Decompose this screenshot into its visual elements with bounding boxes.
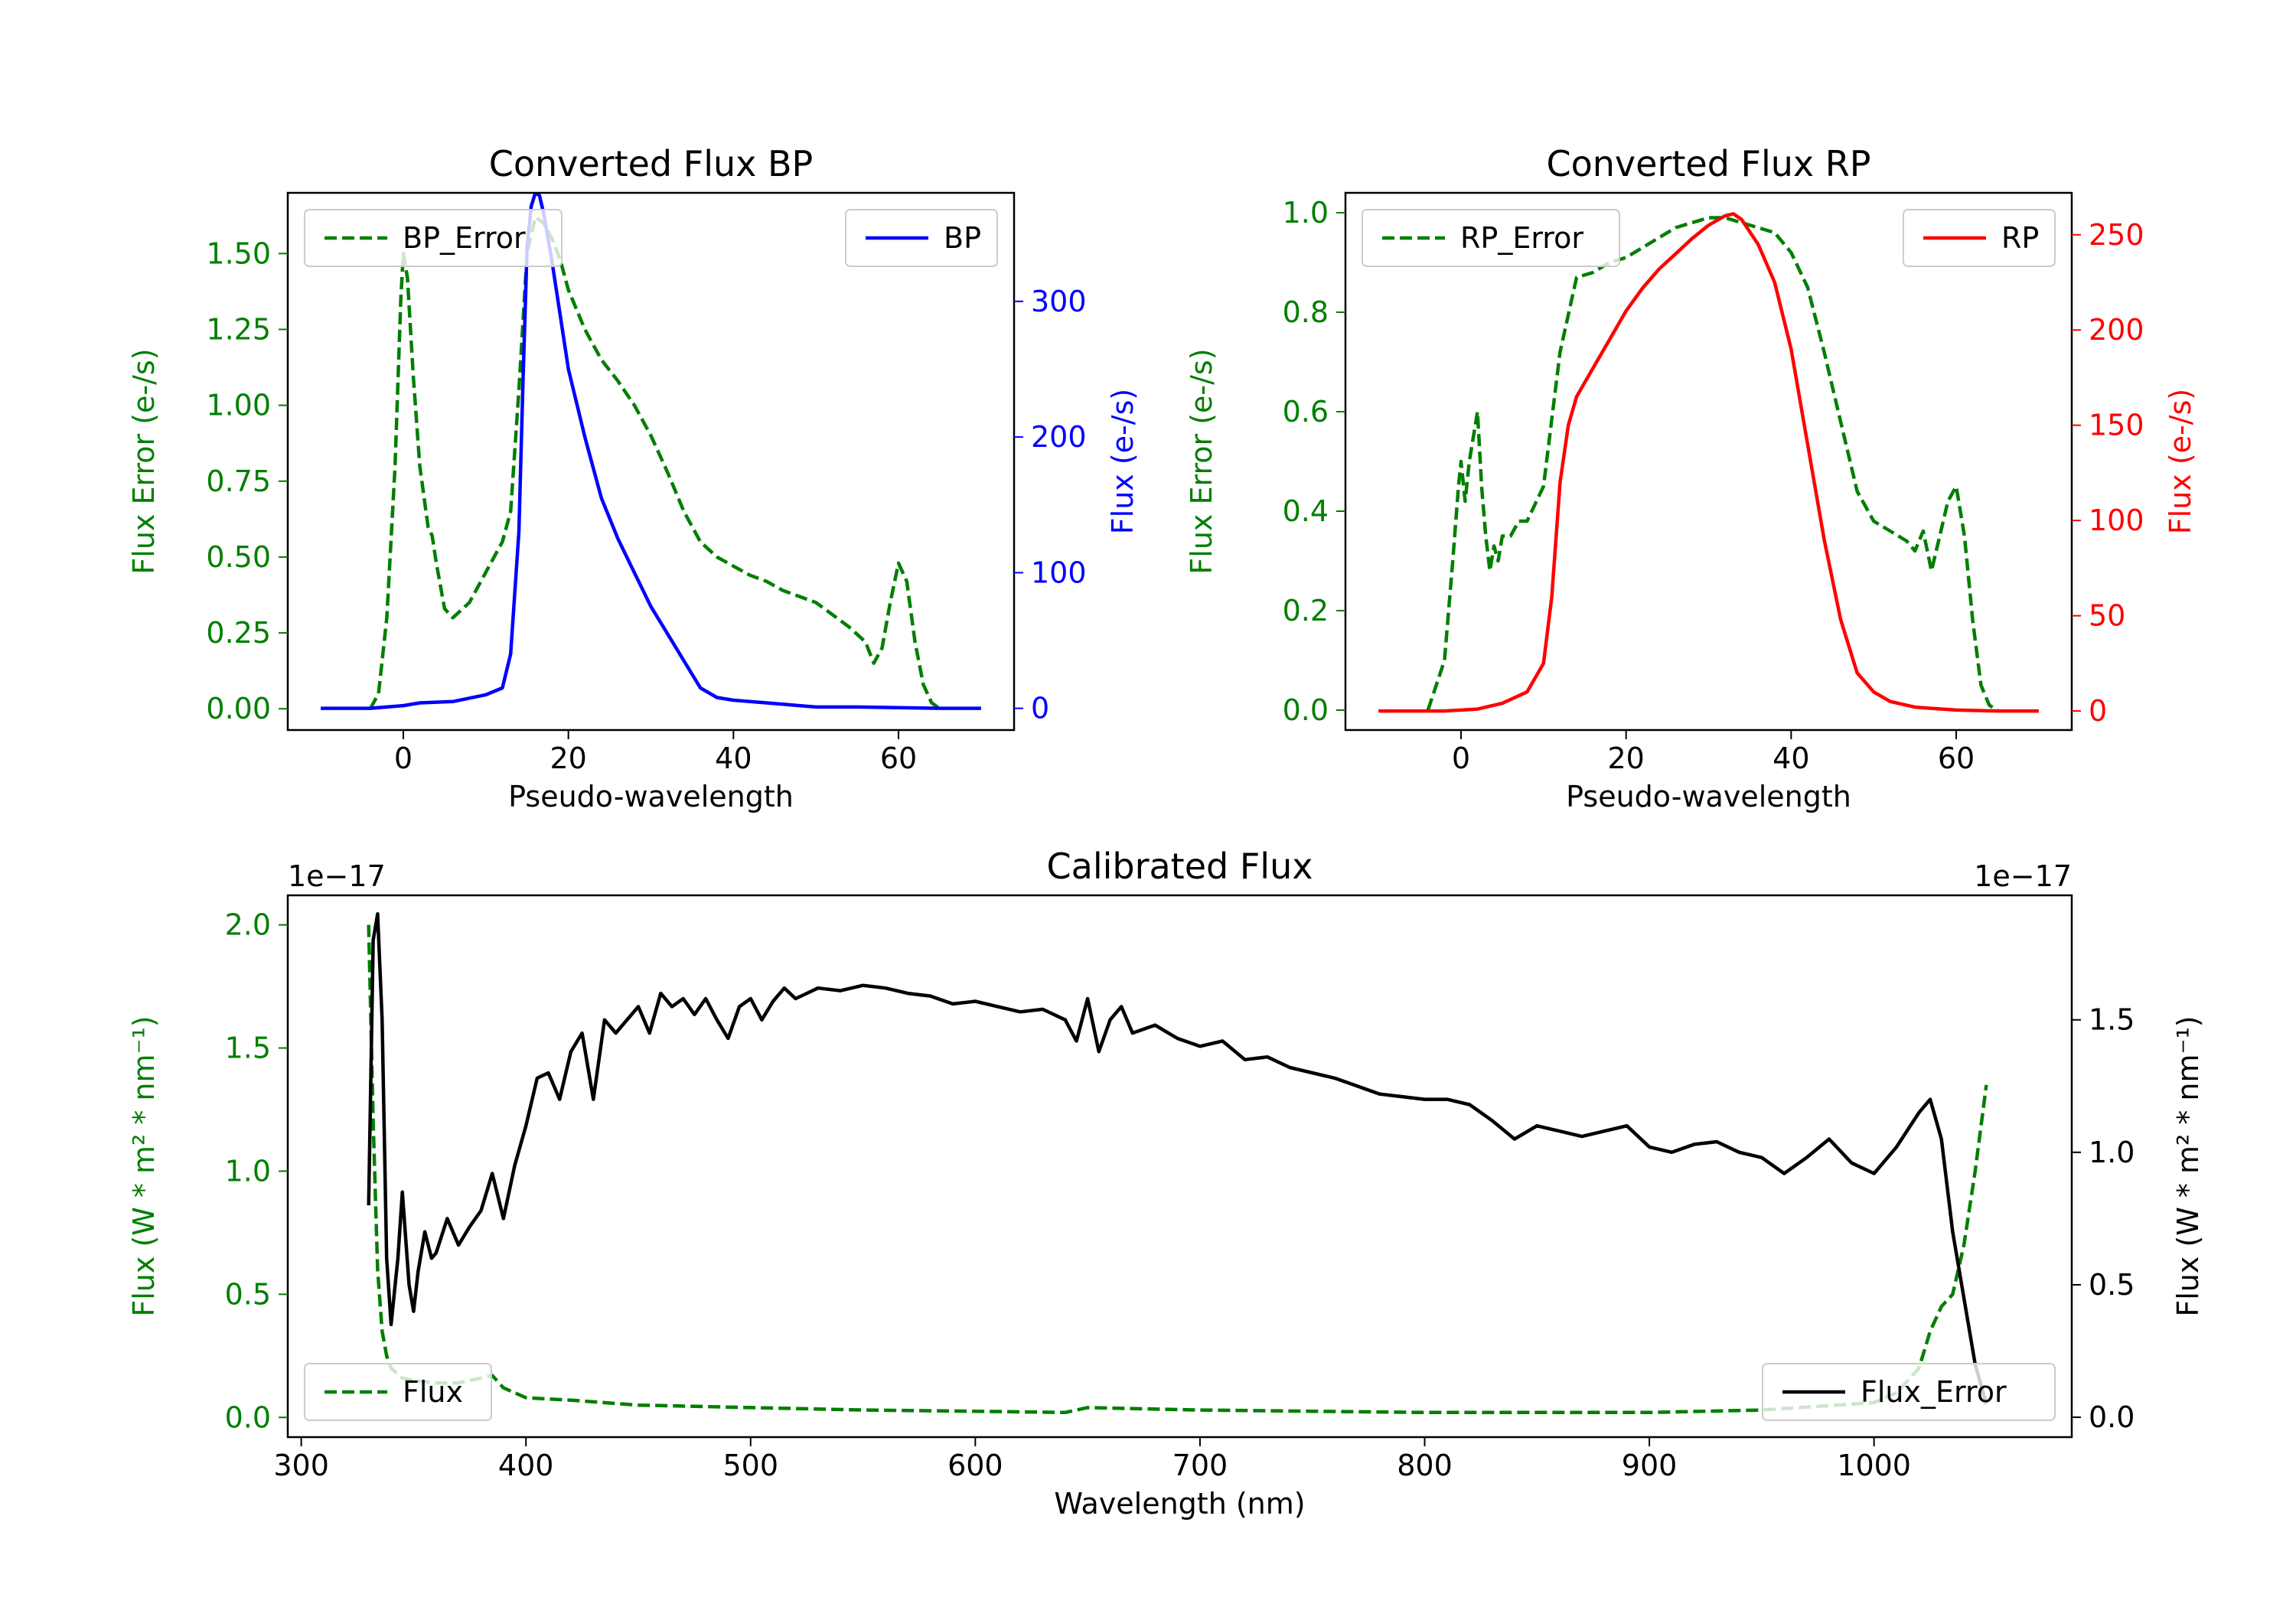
calibrated-legend-right: Flux_Error: [1762, 1363, 2056, 1421]
bp-ytick-right-label: 300: [1031, 285, 1087, 318]
calibrated-xtick-label: 600: [947, 1449, 1003, 1482]
bp-ylabel-left: Flux Error (e-/s): [127, 348, 161, 574]
rp-ytick-left-label: 0.8: [1283, 295, 1329, 329]
rp-xtick-label: 60: [1938, 742, 1975, 775]
rp-ytick-right-label: 100: [2089, 504, 2144, 537]
calibrated-ytick-right-label: 0.5: [2089, 1268, 2135, 1302]
calibrated-ytick-right-label: 1.0: [2089, 1136, 2135, 1169]
rp-ylabel-left: Flux Error (e-/s): [1185, 348, 1218, 574]
calibrated-legend-label: Flux: [403, 1375, 463, 1409]
rp-legend-label: RP: [2001, 221, 2039, 255]
calibrated-ytick-left-label: 0.5: [225, 1277, 271, 1311]
rp-ytick-right-label: 250: [2089, 218, 2144, 252]
rp-xtick-label: 0: [1452, 742, 1470, 775]
calibrated-legend-box: [1762, 1363, 2056, 1421]
chart-rp: 0 20 40 60 0.0 0.2 0.4 0.6 0.8 1.0 0 50 100 150 200 250…: [1185, 143, 2197, 813]
bp-legend-right: BP: [845, 209, 998, 267]
bp-ytick-left-label: 1.50: [206, 236, 271, 270]
bp-title: Converted Flux BP: [489, 143, 814, 184]
calibrated-ytick-left-label: 1.0: [225, 1154, 271, 1188]
calibrated-ytick-left-label: 0.0: [225, 1400, 271, 1434]
calibrated-xlabel: Wavelength (nm): [1054, 1487, 1305, 1521]
rp-legend-label: RP_Error: [1460, 221, 1583, 255]
rp-error-line: [1426, 216, 1999, 712]
rp-xtick-label: 40: [1773, 742, 1809, 775]
rp-ytick-left-label: 1.0: [1283, 196, 1329, 230]
bp-ytick-right-label: 0: [1031, 692, 1049, 725]
bp-error-line: [368, 215, 941, 711]
bp-legend-box: [304, 209, 563, 267]
calibrated-ylabel-left: Flux (W * m² * nm⁻¹): [127, 1015, 161, 1316]
calibrated-ytick-left-label: 1.5: [225, 1032, 271, 1065]
calibrated-offset-left: 1e−17: [288, 859, 386, 893]
bp-ytick-left-label: 1.25: [206, 312, 271, 346]
rp-legend-box: [1362, 209, 1620, 267]
bp-legend-left: BP_Error: [304, 209, 563, 267]
calibrated-xtick-label: 900: [1622, 1449, 1678, 1482]
rp-axes-frame: [1344, 191, 2073, 732]
rp-flux-line: [1378, 212, 2039, 713]
chart-calibrated: 300 400 500 600 700 800 900 1000 0.0 0.5 1.0 1.5 2.0…: [127, 846, 2205, 1521]
calibrated-legend-label: Flux_Error: [1861, 1375, 2007, 1409]
rp-xtick-label: 20: [1607, 742, 1644, 775]
calibrated-xtick-label: 400: [498, 1449, 554, 1482]
calibrated-legend-box: [304, 1363, 492, 1421]
calibrated-xtick-label: 1000: [1837, 1449, 1911, 1482]
bp-legend-label: BP: [944, 221, 981, 255]
bp-axes-frame: [286, 191, 1016, 732]
calibrated-xtick-label: 300: [273, 1449, 329, 1482]
calibrated-flux-line: [367, 911, 1988, 1405]
rp-ytick-right-label: 0: [2089, 694, 2107, 728]
rp-ytick-right-label: 50: [2089, 599, 2125, 633]
calibrated-ytick-right-label: 1.5: [2089, 1003, 2135, 1037]
bp-legend-label: BP_Error: [403, 221, 526, 255]
bp-ytick-left-label: 0.50: [206, 540, 271, 574]
rp-ytick-right-label: 150: [2089, 409, 2144, 442]
calibrated-error-line: [367, 924, 1988, 1415]
bp-xtick-label: 20: [550, 742, 586, 775]
bp-ytick-left-label: 0.75: [206, 464, 271, 498]
bp-flux-line: [321, 193, 981, 710]
calibrated-title: Calibrated Flux: [1047, 846, 1313, 887]
rp-ytick-left-label: 0.2: [1283, 594, 1329, 627]
calibrated-ytick-left-label: 2.0: [225, 908, 271, 942]
bp-ytick-right-label: 200: [1031, 420, 1087, 454]
bp-ytick-right-label: 100: [1031, 556, 1087, 589]
rp-xlabel: Pseudo-wavelength: [1566, 780, 1851, 813]
rp-ylabel-right: Flux (e-/s): [2164, 389, 2197, 534]
calibrated-ytick-right-label: 0.0: [2089, 1400, 2135, 1434]
rp-title: Converted Flux RP: [1547, 143, 1871, 184]
calibrated-legend-left: Flux: [304, 1363, 492, 1421]
rp-ytick-left-label: 0.4: [1283, 494, 1329, 528]
calibrated-ylabel-right: Flux (W * m² * nm⁻¹): [2171, 1015, 2205, 1316]
bp-xtick-label: 60: [880, 742, 917, 775]
rp-legend-right: RP: [1903, 209, 2056, 267]
bp-ylabel-right: Flux (e-/s): [1106, 389, 1140, 534]
bp-xlabel: Pseudo-wavelength: [508, 780, 794, 813]
calibrated-axes-frame: [286, 894, 2073, 1439]
calibrated-xtick-label: 700: [1172, 1449, 1228, 1482]
bp-ytick-left-label: 0.25: [206, 616, 271, 650]
rp-ytick-right-label: 200: [2089, 313, 2144, 347]
calibrated-xtick-label: 500: [723, 1449, 779, 1482]
bp-ytick-left-label: 1.00: [206, 389, 271, 422]
rp-ytick-left-label: 0.0: [1283, 693, 1329, 727]
bp-ytick-left-label: 0.00: [206, 692, 271, 725]
bp-xtick-label: 0: [394, 742, 413, 775]
bp-xtick-label: 40: [715, 742, 752, 775]
rp-legend-left: RP_Error: [1362, 209, 1620, 267]
calibrated-xtick-label: 800: [1397, 1449, 1453, 1482]
rp-ytick-left-label: 0.6: [1283, 395, 1329, 429]
chart-bp: 0 20 40 60 0.00 0.25 0.50 0.75 1.00 1.25 1.50 0 100 2…: [127, 143, 1140, 813]
calibrated-offset-right: 1e−17: [1974, 859, 2072, 893]
